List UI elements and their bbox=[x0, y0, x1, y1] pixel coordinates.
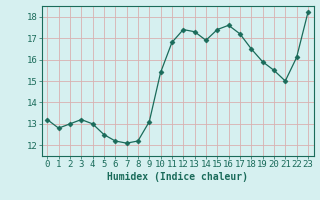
X-axis label: Humidex (Indice chaleur): Humidex (Indice chaleur) bbox=[107, 172, 248, 182]
